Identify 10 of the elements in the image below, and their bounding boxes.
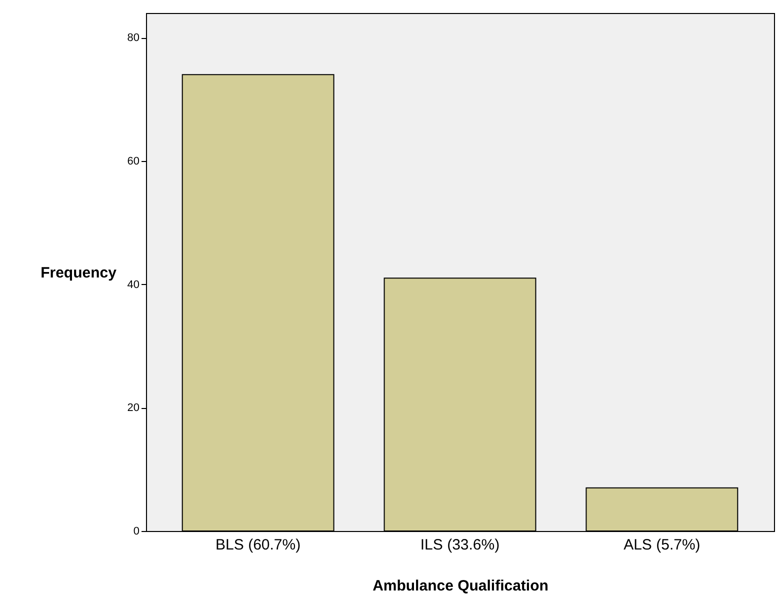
y-tick-label: 60 bbox=[127, 156, 140, 168]
y-axis-title: Frequency bbox=[40, 264, 118, 282]
y-tick-label: 20 bbox=[127, 402, 140, 414]
x-tick-label: ALS (5.7%) bbox=[624, 536, 700, 554]
y-tick-label: 0 bbox=[133, 526, 140, 538]
x-axis-title: Ambulance Qualification bbox=[372, 578, 548, 594]
x-tick-label: BLS (60.7%) bbox=[216, 536, 301, 554]
x-tick-label: ILS (33.6%) bbox=[420, 536, 500, 554]
y-tick-label: 40 bbox=[127, 278, 140, 291]
y-tick-label: 80 bbox=[127, 32, 140, 44]
